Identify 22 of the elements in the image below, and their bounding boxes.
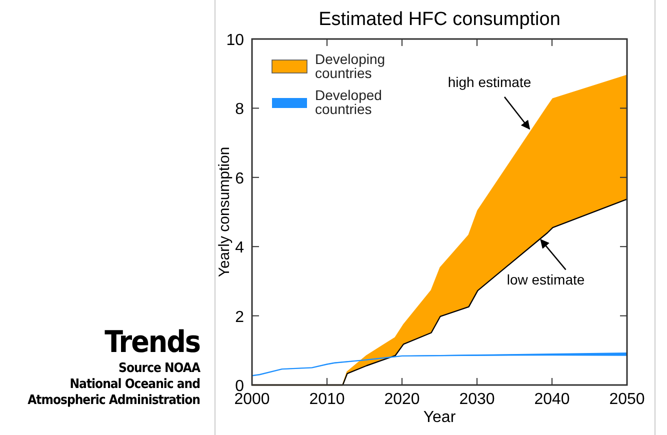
x-tick-label: 2040 bbox=[534, 391, 570, 408]
x-tick-label: 2050 bbox=[609, 391, 645, 408]
annotation: low estimate bbox=[506, 272, 585, 288]
y-tick-label: 10 bbox=[226, 32, 244, 49]
text: Atmospheric Administration bbox=[28, 393, 200, 408]
y-tick-label: 6 bbox=[235, 170, 244, 188]
y-tick-label: 2 bbox=[235, 308, 244, 326]
x-tick-label: 2020 bbox=[384, 391, 420, 408]
legend-label: Developing countries bbox=[315, 51, 386, 81]
text: Trends bbox=[104, 325, 200, 360]
y-tick-label: 4 bbox=[235, 240, 244, 257]
text: National Oceanic and bbox=[70, 377, 200, 392]
source-note: Source NOAA bbox=[118, 361, 200, 376]
x-tick-label: 2010 bbox=[309, 391, 345, 408]
y-tick-label: 8 bbox=[235, 101, 244, 118]
x-tick-label: 2030 bbox=[459, 391, 495, 408]
x-axis-title: Year bbox=[423, 409, 456, 426]
chart-title: Estimated HFC consumption bbox=[318, 9, 560, 30]
y-axis-title: Yearly consumption bbox=[216, 146, 233, 278]
legend-label: Developed countries bbox=[315, 87, 382, 117]
annotation: high estimate bbox=[448, 74, 532, 90]
x-tick-label: 2000 bbox=[234, 391, 270, 408]
